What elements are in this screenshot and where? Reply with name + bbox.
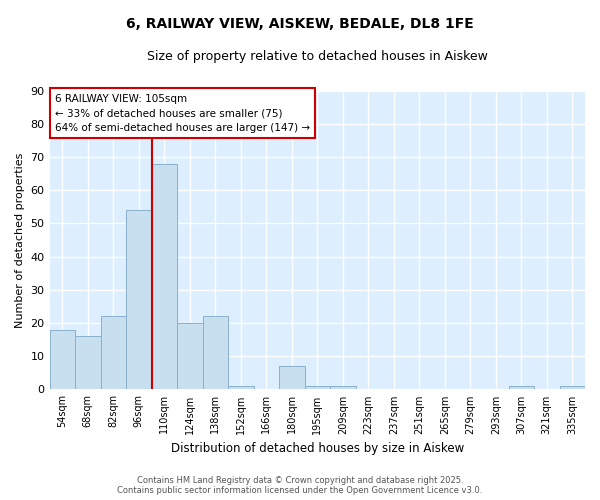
Y-axis label: Number of detached properties: Number of detached properties — [15, 152, 25, 328]
Bar — [152, 164, 177, 390]
Bar — [509, 386, 534, 390]
Bar — [177, 323, 203, 390]
Bar — [75, 336, 101, 390]
Bar — [126, 210, 152, 390]
Bar — [305, 386, 330, 390]
Text: 6 RAILWAY VIEW: 105sqm
← 33% of detached houses are smaller (75)
64% of semi-det: 6 RAILWAY VIEW: 105sqm ← 33% of detached… — [55, 94, 310, 133]
Bar — [330, 386, 356, 390]
Text: Contains HM Land Registry data © Crown copyright and database right 2025.
Contai: Contains HM Land Registry data © Crown c… — [118, 476, 482, 495]
Bar — [228, 386, 254, 390]
Text: 6, RAILWAY VIEW, AISKEW, BEDALE, DL8 1FE: 6, RAILWAY VIEW, AISKEW, BEDALE, DL8 1FE — [126, 18, 474, 32]
Bar — [560, 386, 585, 390]
Title: Size of property relative to detached houses in Aiskew: Size of property relative to detached ho… — [147, 50, 488, 63]
Bar — [101, 316, 126, 390]
X-axis label: Distribution of detached houses by size in Aiskew: Distribution of detached houses by size … — [170, 442, 464, 455]
Bar — [279, 366, 305, 390]
Bar — [50, 330, 75, 390]
Bar — [203, 316, 228, 390]
